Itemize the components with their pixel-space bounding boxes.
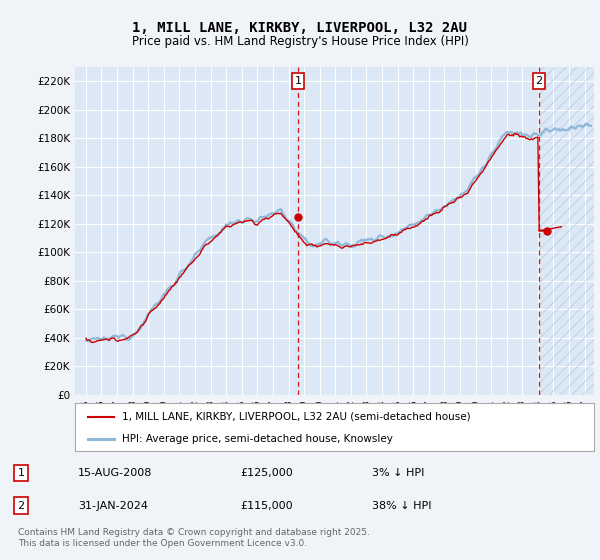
Text: HPI: Average price, semi-detached house, Knowsley: HPI: Average price, semi-detached house,… xyxy=(122,434,392,444)
Text: 2: 2 xyxy=(536,76,543,86)
Text: 2: 2 xyxy=(17,501,25,511)
Text: Contains HM Land Registry data © Crown copyright and database right 2025.
This d: Contains HM Land Registry data © Crown c… xyxy=(18,528,370,548)
Text: 1, MILL LANE, KIRKBY, LIVERPOOL, L32 2AU: 1, MILL LANE, KIRKBY, LIVERPOOL, L32 2AU xyxy=(133,21,467,35)
Text: 1: 1 xyxy=(295,76,302,86)
Text: 15-AUG-2008: 15-AUG-2008 xyxy=(78,468,152,478)
Bar xyxy=(539,67,594,395)
Text: 1, MILL LANE, KIRKBY, LIVERPOOL, L32 2AU (semi-detached house): 1, MILL LANE, KIRKBY, LIVERPOOL, L32 2AU… xyxy=(122,412,470,422)
Text: 38% ↓ HPI: 38% ↓ HPI xyxy=(372,501,431,511)
Text: 3% ↓ HPI: 3% ↓ HPI xyxy=(372,468,424,478)
Text: 31-JAN-2024: 31-JAN-2024 xyxy=(78,501,148,511)
Bar xyxy=(539,67,594,395)
Text: £125,000: £125,000 xyxy=(240,468,293,478)
Text: Price paid vs. HM Land Registry's House Price Index (HPI): Price paid vs. HM Land Registry's House … xyxy=(131,35,469,48)
Text: 1: 1 xyxy=(17,468,25,478)
Text: £115,000: £115,000 xyxy=(240,501,293,511)
